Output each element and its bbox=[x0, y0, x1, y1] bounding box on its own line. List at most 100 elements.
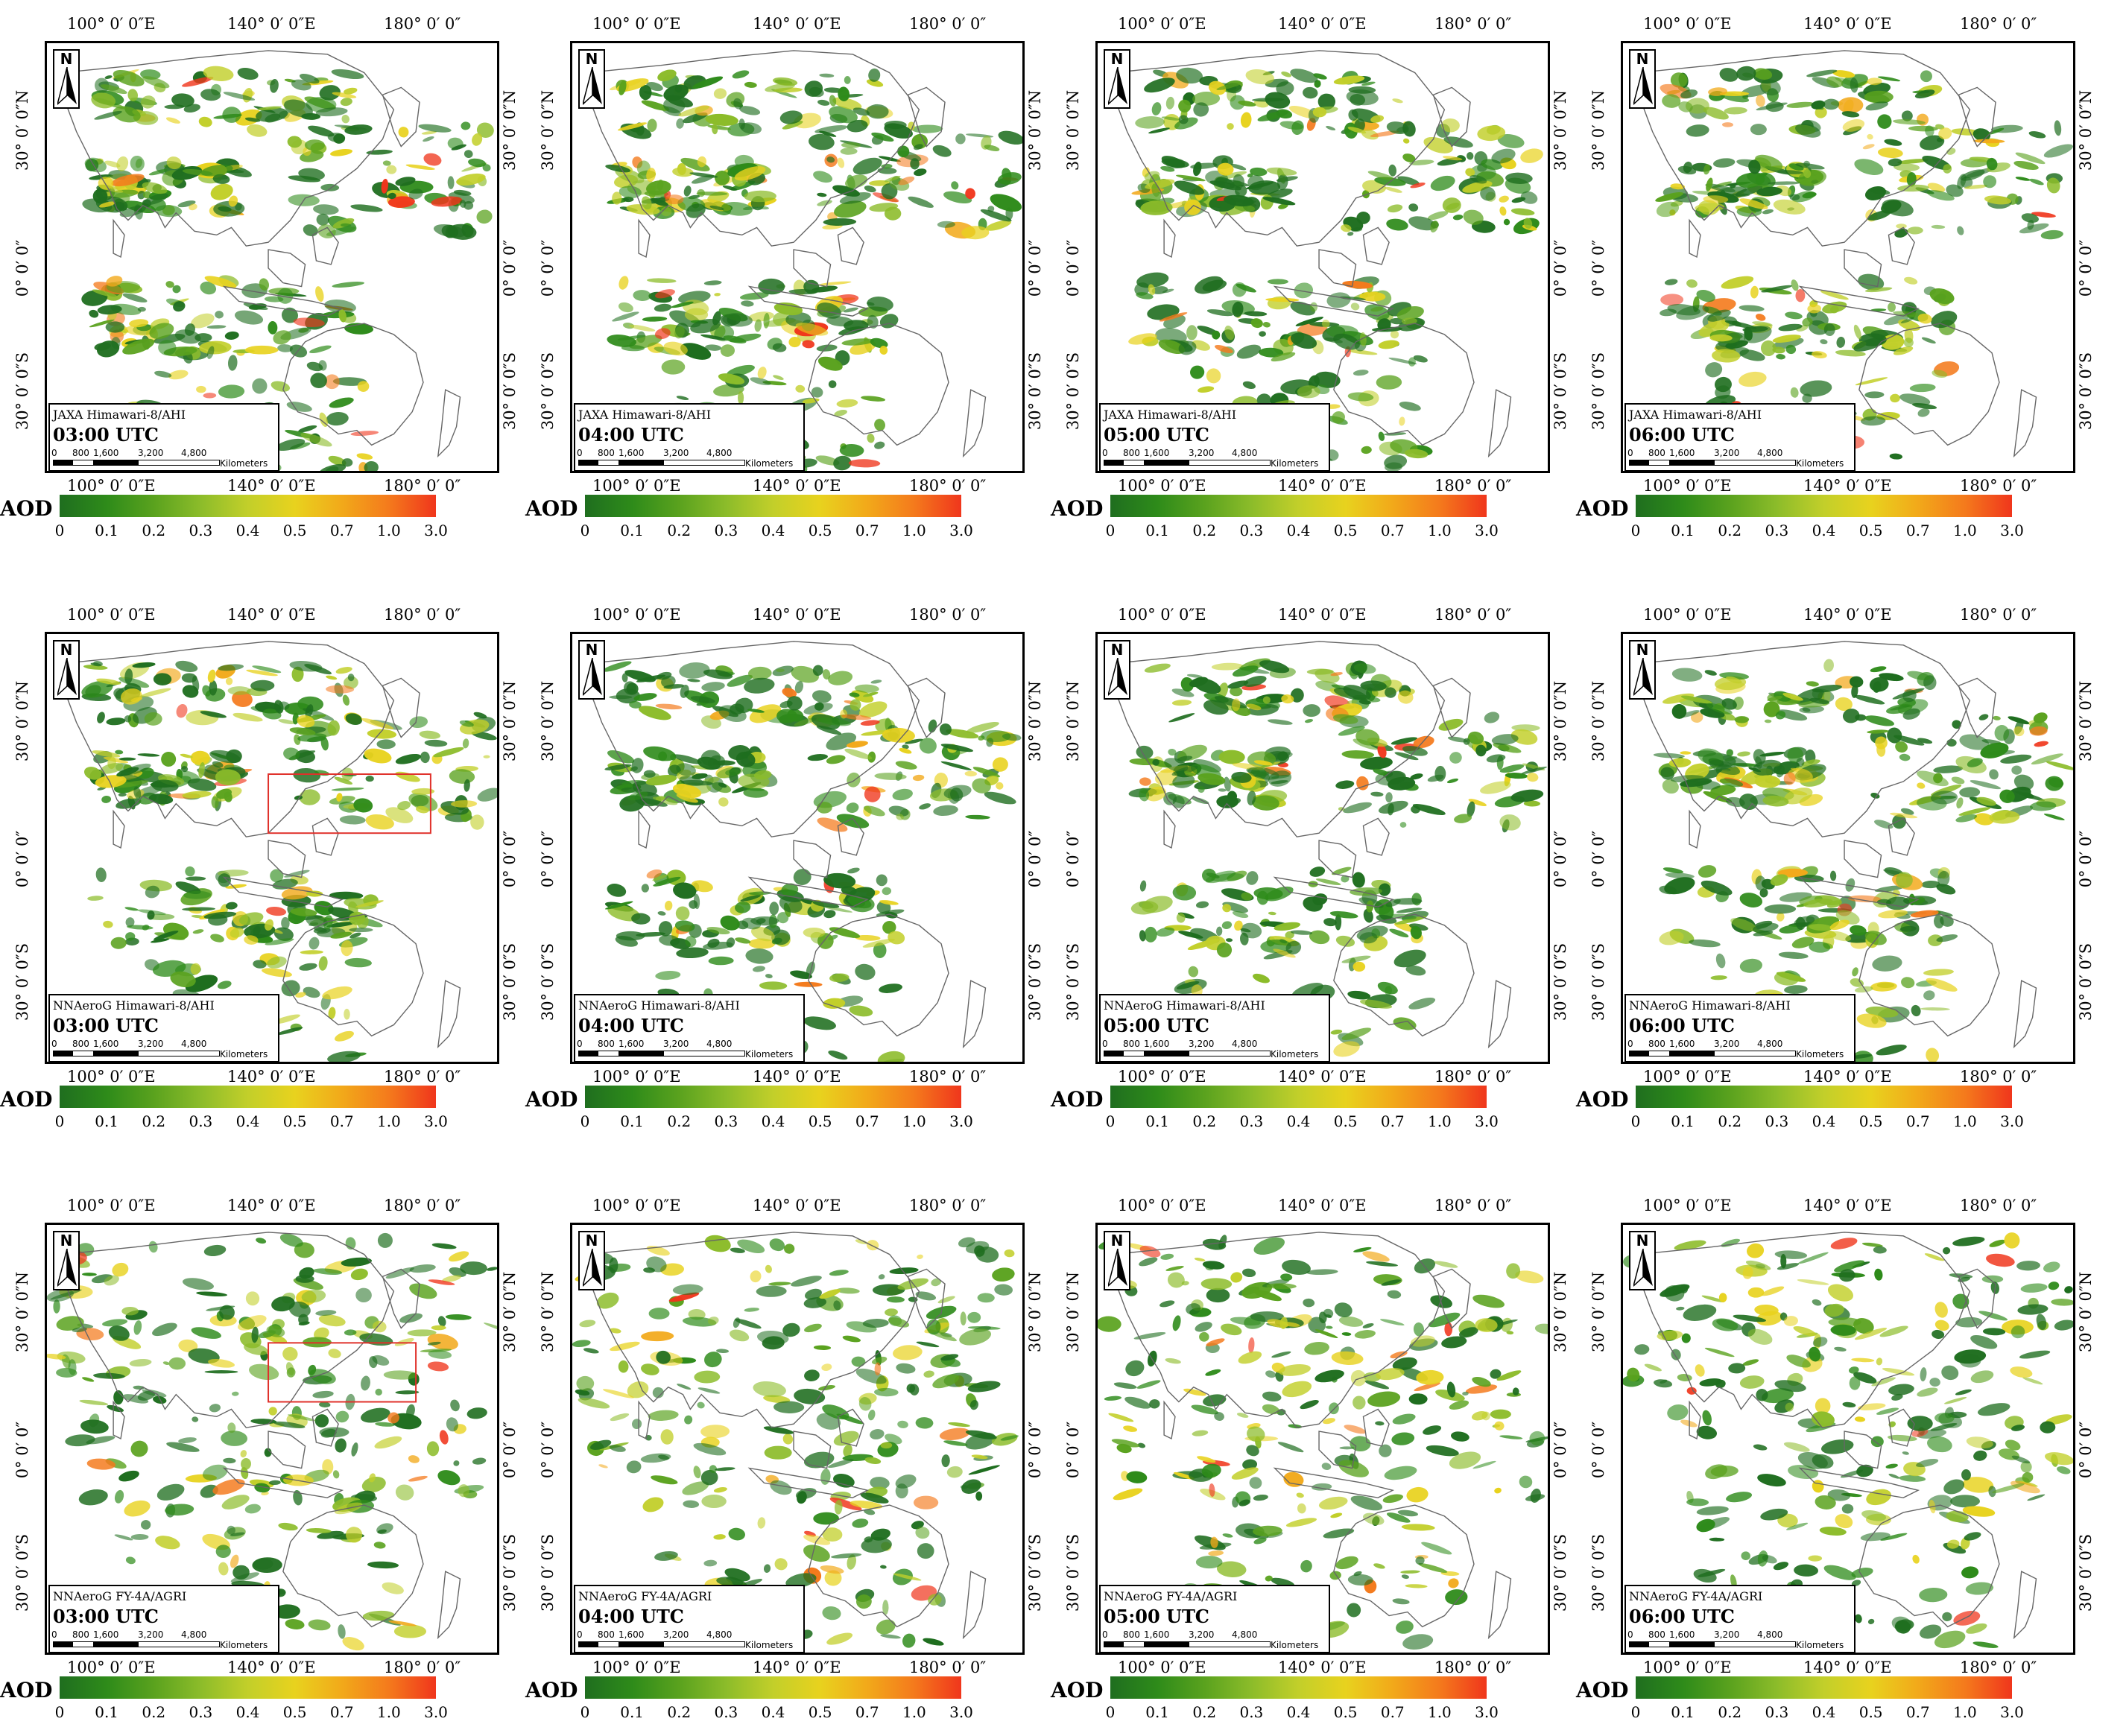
aod-pixel-cluster bbox=[1321, 320, 1330, 328]
colorbar-tick-label: 0.3 bbox=[189, 522, 213, 539]
aod-pixel-cluster bbox=[1366, 1261, 1398, 1267]
aod-pixel-cluster bbox=[1721, 1238, 1741, 1247]
aod-pixel-cluster bbox=[1696, 289, 1715, 302]
aod-pixel-cluster bbox=[1827, 1489, 1851, 1501]
aod-pixel-cluster bbox=[1791, 279, 1799, 291]
aod-pixel-cluster bbox=[1330, 1029, 1343, 1035]
aod-pixel-cluster bbox=[427, 1333, 458, 1351]
aod-pixel-cluster bbox=[1338, 1460, 1369, 1477]
aod-pixel-cluster bbox=[1449, 752, 1462, 764]
aod-pixel-cluster bbox=[344, 1008, 350, 1020]
aod-pixel-cluster bbox=[1983, 175, 1997, 189]
scale-tick-label: 1,600 bbox=[1669, 448, 1695, 458]
aod-pixel-cluster bbox=[200, 281, 217, 295]
aod-colorbar bbox=[585, 1086, 961, 1108]
aod-pixel-cluster bbox=[227, 1422, 236, 1434]
coastline bbox=[1432, 1268, 1471, 1329]
coastline bbox=[311, 817, 339, 856]
scale-bar-segment bbox=[1669, 460, 1715, 466]
coastline bbox=[586, 1232, 920, 1428]
aod-pixel-cluster bbox=[1111, 1439, 1140, 1448]
aod-pixel-cluster bbox=[657, 69, 677, 82]
aod-pixel-cluster bbox=[339, 815, 366, 825]
scale-bar-segment bbox=[72, 460, 95, 466]
aod-pixel-cluster bbox=[1191, 1404, 1219, 1415]
aod-pixel-cluster bbox=[1730, 918, 1757, 931]
aod-pixel-cluster bbox=[1221, 921, 1233, 930]
aod-pixel-cluster bbox=[1686, 1387, 1697, 1395]
latitude-label-right: 30° 0′ 0″N bbox=[1551, 89, 1569, 171]
aod-pixel-cluster bbox=[1393, 898, 1423, 905]
aod-pixel-cluster bbox=[2011, 1425, 2025, 1431]
aod-pixel-cluster bbox=[1982, 1328, 2006, 1336]
aod-pixel-cluster bbox=[1360, 680, 1387, 691]
scale-tick-label: 3,200 bbox=[138, 1039, 164, 1049]
aod-pixel-cluster bbox=[409, 1264, 436, 1273]
colorbar-tick-label: 0.4 bbox=[235, 1703, 260, 1721]
north-arrow-icon bbox=[583, 1249, 602, 1287]
aod-pixel-cluster bbox=[1378, 340, 1399, 349]
aod-pixel-cluster bbox=[1742, 1267, 1753, 1279]
aod-pixel-cluster bbox=[313, 1268, 343, 1275]
aod-pixel-cluster bbox=[943, 1440, 968, 1446]
aod-pixel-cluster bbox=[1890, 393, 1900, 403]
aod-pixel-cluster bbox=[1938, 127, 1952, 140]
aod-pixel-cluster bbox=[1402, 153, 1416, 162]
scale-bar-segment bbox=[72, 1641, 95, 1647]
aod-pixel-cluster bbox=[1696, 1518, 1715, 1533]
aod-pixel-cluster bbox=[129, 319, 149, 328]
aod-pixel-cluster bbox=[1835, 349, 1866, 357]
aod-pixel-cluster bbox=[1686, 279, 1698, 288]
aod-pixel-cluster bbox=[828, 671, 853, 685]
aod-pixel-cluster bbox=[1378, 883, 1391, 896]
aod-pixel-cluster bbox=[744, 1308, 759, 1312]
scale-bar: 0 800 1,600 3,200 4,800 Kilometers bbox=[1101, 1039, 1324, 1061]
aod-pixel-cluster bbox=[313, 926, 327, 933]
aod-pixel-cluster bbox=[1216, 943, 1233, 958]
aod-pixel-cluster bbox=[673, 754, 702, 764]
aod-pixel-cluster bbox=[72, 1327, 87, 1333]
aod-pixel-cluster bbox=[1876, 1358, 1883, 1366]
aod-pixel-cluster bbox=[1410, 1335, 1435, 1347]
north-arrow: N bbox=[578, 49, 605, 109]
aod-pixel-cluster bbox=[335, 1410, 349, 1423]
aod-colorbar bbox=[1636, 1676, 2012, 1699]
aod-pixel-cluster bbox=[729, 333, 762, 343]
aod-pixel-cluster bbox=[689, 172, 718, 178]
colorbar-ticks: 0 0.1 0.2 0.3 0.4 0.5 0.7 1.0 3.0 bbox=[1106, 522, 1499, 539]
aod-pixel-cluster bbox=[727, 364, 755, 377]
colorbar-tick-label: 0.7 bbox=[1905, 522, 1930, 539]
aod-pixel-cluster bbox=[257, 106, 282, 111]
aod-pixel-cluster bbox=[252, 378, 268, 394]
aod-pixel-cluster bbox=[1867, 729, 1889, 734]
aod-pixel-cluster bbox=[1257, 110, 1288, 121]
aod-pixel-cluster bbox=[1359, 999, 1393, 1009]
aod-pixel-cluster bbox=[164, 104, 185, 110]
longitude-label-bottom: 100° 0′ 0″E bbox=[592, 1068, 681, 1086]
aod-pixel-cluster bbox=[1232, 665, 1259, 677]
colorbar-tick-label: 0.3 bbox=[1765, 1703, 1789, 1721]
aod-pixel-cluster bbox=[964, 770, 977, 777]
aod-pixel-cluster bbox=[1344, 122, 1358, 139]
aod-pixel-cluster bbox=[863, 805, 885, 817]
aod-pixel-cluster bbox=[1733, 1314, 1767, 1322]
aod-pixel-cluster bbox=[971, 1454, 988, 1460]
aod-pixel-cluster bbox=[1366, 900, 1374, 913]
aod-pixel-cluster bbox=[125, 932, 136, 941]
aod-pixel-cluster bbox=[1850, 1054, 1873, 1059]
coastline bbox=[793, 249, 832, 288]
aod-pixel-cluster bbox=[1279, 1317, 1288, 1329]
aod-pixel-cluster bbox=[817, 302, 841, 319]
aod-pixel-cluster bbox=[1830, 1238, 1858, 1249]
aod-pixel-cluster bbox=[1510, 729, 1538, 745]
colorbar-ticks: 0 0.1 0.2 0.3 0.4 0.5 0.7 1.0 3.0 bbox=[55, 522, 448, 539]
aod-pixel-cluster bbox=[669, 310, 701, 328]
aod-pixel-cluster bbox=[1820, 339, 1828, 344]
aod-pixel-cluster bbox=[471, 731, 497, 741]
aod-pixel-cluster bbox=[866, 79, 884, 87]
aod-pixel-cluster bbox=[1896, 224, 1907, 229]
scale-unit-label: Kilometers bbox=[745, 1640, 794, 1650]
aod-pixel-cluster bbox=[1206, 368, 1221, 384]
aod-pixel-cluster bbox=[250, 1419, 277, 1425]
aod-pixel-cluster bbox=[1795, 288, 1806, 302]
